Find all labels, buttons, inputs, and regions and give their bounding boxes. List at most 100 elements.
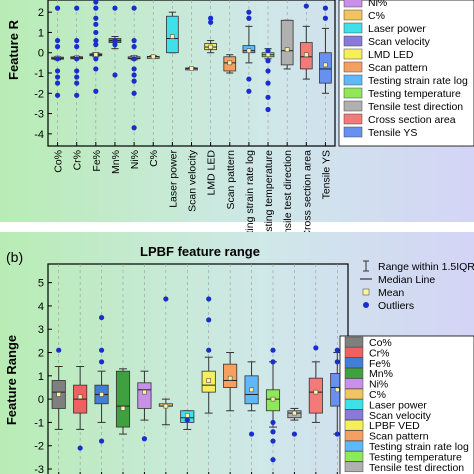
outlier-point [246, 15, 252, 21]
box-c- [146, 54, 160, 60]
outlier-point [74, 5, 80, 11]
outlier-point [93, 56, 99, 62]
mean-marker [284, 47, 290, 52]
panel-b: (b) LPBF feature range Feature Range -3 -… [0, 232, 474, 474]
legend-swatch [343, 74, 363, 86]
legend-swatch [343, 113, 363, 125]
box-scan-pattern [223, 54, 237, 74]
outlier-point [265, 106, 271, 113]
box-testing-strain-rate-log [242, 9, 256, 94]
outlier-point [270, 419, 276, 426]
x-tick-label: Ni% [129, 150, 141, 169]
box-body [223, 363, 238, 388]
legend-swatch [344, 461, 364, 473]
outlier-point [74, 37, 80, 44]
y-axis-label-a: Feature R [6, 19, 21, 80]
box-co- [51, 347, 66, 430]
outlier-point [98, 347, 105, 353]
y-tick-label: 0 [38, 48, 44, 60]
box-body [115, 370, 131, 428]
y-tick-label: -3 [34, 109, 44, 121]
outlier-point [93, 88, 99, 94]
box-scan-pattern [223, 352, 238, 412]
box-body [280, 19, 294, 66]
legend-label: Scan pattern [368, 62, 428, 74]
legend-label: Cr% [369, 347, 389, 359]
outlier-point [265, 68, 271, 74]
legend-label: Laser power [368, 23, 426, 35]
legend-swatch [344, 451, 364, 462]
legend-swatch [344, 367, 364, 379]
x-tick-label: C% [148, 150, 160, 167]
outlier-point [163, 296, 169, 302]
y-tick-label: 3 [38, 324, 44, 336]
outlier-point [98, 359, 105, 365]
mean-marker [77, 394, 83, 400]
outlier-point [206, 296, 212, 302]
outlier-point [93, 66, 99, 72]
legend-swatch [344, 440, 364, 452]
legend-marker-label: Mean [378, 287, 404, 299]
outlier-point [131, 78, 137, 84]
outlier-point [74, 92, 80, 98]
outlier-point [131, 56, 137, 62]
outlier-point [54, 44, 61, 50]
box-testing-temperature [261, 48, 275, 113]
outlier-point [54, 37, 61, 44]
legend-marker-label: Median Line [378, 274, 435, 286]
x-tick-label: Laser power [167, 149, 179, 207]
outlier-point [206, 317, 212, 323]
x-tick-label: Mn% [110, 150, 122, 174]
outlier-point [56, 347, 62, 353]
outlier-point [131, 125, 137, 131]
box-lmd-led [204, 15, 217, 54]
x-tick-label: Scan pattern [225, 150, 237, 210]
outlier-point [265, 80, 271, 86]
outlier-point [270, 438, 276, 444]
mean-marker [184, 413, 190, 418]
outlier-point [112, 5, 118, 11]
legend-swatch [343, 100, 363, 112]
mean-marker [246, 48, 252, 53]
outlier-point [322, 15, 329, 21]
legend-label: Fe% [369, 358, 391, 370]
legend-label: LPBF VED [369, 420, 420, 432]
box-ni- [137, 370, 152, 442]
box-co- [51, 5, 64, 98]
y-tick-label: 2 [38, 7, 44, 19]
x-tick-label: Tensile YS [320, 150, 332, 199]
legend-swatch [344, 430, 364, 441]
box-tensile-ys [319, 5, 332, 94]
legend-outlier-icon [363, 302, 369, 308]
box-mn- [115, 368, 131, 435]
legend-swatch [343, 126, 363, 138]
outlier-point [93, 42, 99, 48]
y-tick-label: -2 [34, 441, 44, 453]
legend-swatch [343, 61, 363, 73]
x-tick-label: Scan velocity [187, 149, 199, 212]
legend-label: Testing strain rate log [368, 75, 468, 87]
outlier-point [112, 42, 118, 48]
mean-marker [227, 375, 233, 381]
outlier-point [246, 9, 252, 15]
outlier-point [334, 359, 340, 365]
box-laser-power [180, 410, 195, 430]
outlier-point [131, 90, 137, 96]
box-tensile-test-direction [280, 19, 294, 70]
outlier-point [93, 37, 99, 44]
legend-label: Ni% [369, 379, 388, 391]
legend-label: Tensile YS [368, 127, 417, 139]
x-tick-label: Tensile test direction [282, 150, 294, 245]
outlier-point [265, 48, 271, 54]
mean-marker [313, 389, 319, 395]
box-mn- [108, 5, 122, 78]
box-tensile-test-direction [287, 407, 302, 437]
legend-mean-icon [362, 288, 370, 296]
mean-marker [170, 34, 175, 39]
legend-swatch [343, 48, 363, 60]
box-ni- [127, 5, 141, 131]
mean-marker [270, 396, 276, 402]
y-tick-label: -1 [34, 417, 44, 429]
box-cr- [73, 366, 88, 451]
